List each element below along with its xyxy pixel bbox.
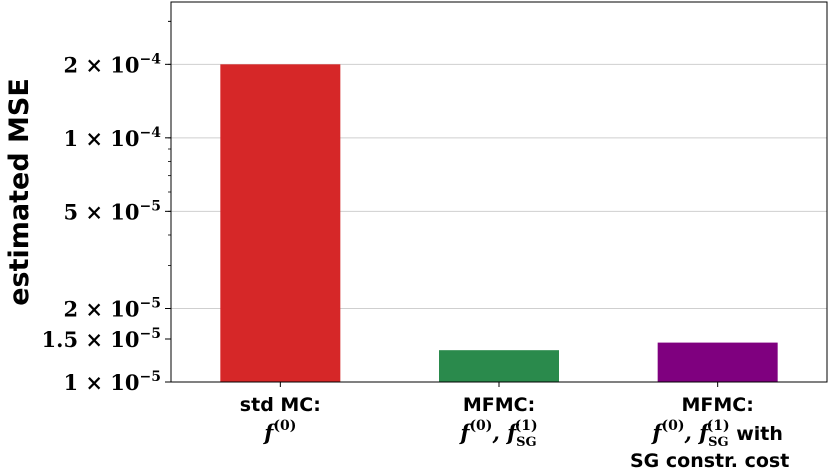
plot-frame [170,1,828,383]
svg-text:f(0)​, fSG(1)​ with: f(0)​, fSG(1)​ with [650,418,783,450]
y-tick-label: 1.5 × 10−5 [42,326,161,352]
svg-text:MFMC:: MFMC: [681,394,753,416]
y-tick-label: 5 × 10−5 [63,198,161,224]
y-tick-label: 1 × 10−4 [63,125,161,151]
bars [220,64,778,382]
svg-text:std MC:: std MC: [240,394,321,416]
x-category-label-2: MFMC:f(0)​, fSG(1)​ [458,394,537,450]
y-tick-labels: 1 × 10−5 1.5 × 10−5 2 × 10−5 5 × 10−5 1 × 10… [42,51,719,395]
x-category-labels: std MC:f(0)​MFMC:f(0)​, fSG(1)​MFMC:f(0)… [240,394,790,472]
bar-3 [657,342,778,382]
svg-text:MFMC:: MFMC: [463,394,535,416]
bar-1 [220,64,341,382]
x-category-label-1: std MC:f(0)​ [240,394,321,445]
y-tick-label: 2 × 10−4 [63,51,161,77]
svg-text:f(0)​, fSG(1)​: f(0)​, fSG(1)​ [458,418,537,450]
svg-text:SG constr. cost: SG constr. cost [630,450,789,472]
y-axis-label: estimated MSE [4,78,35,306]
y-tick-label: 1 × 10−5 [63,369,161,395]
bar-2 [439,350,559,382]
y-tick-label: 2 × 10−5 [63,295,161,321]
svg-text:f(0)​: f(0)​ [262,418,296,445]
